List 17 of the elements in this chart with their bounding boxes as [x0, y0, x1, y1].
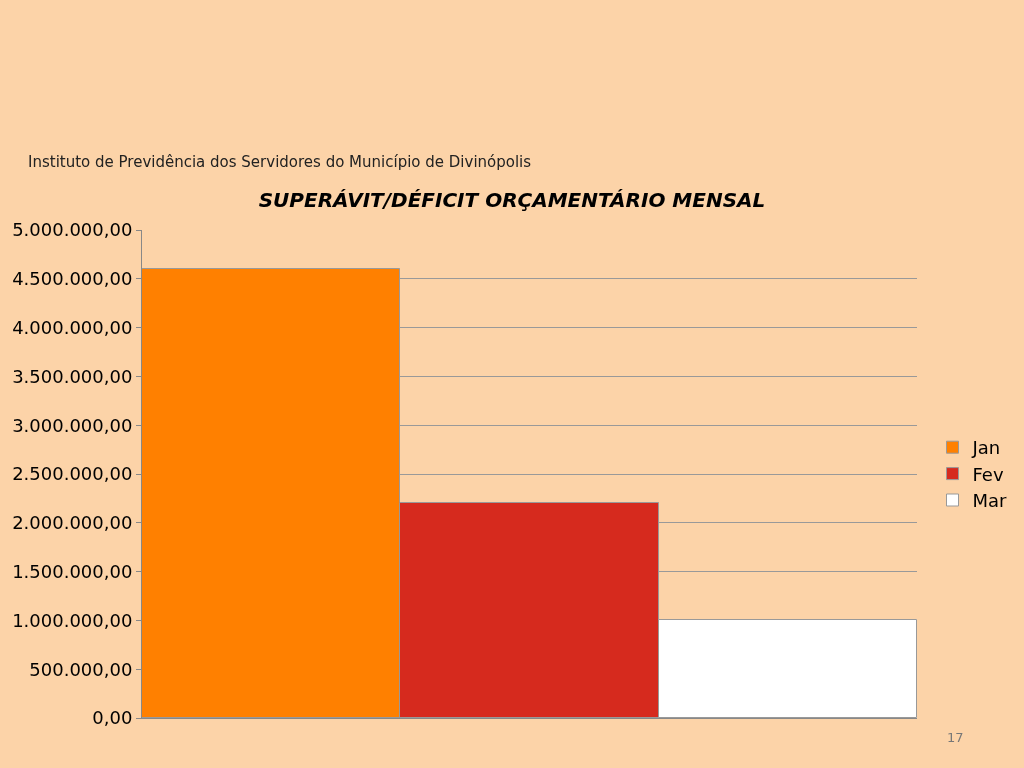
y-tick-label: 2.000.000,00: [12, 512, 133, 534]
text: Instituto de Previdência dos Servidores do Município de Divinópolis: [28, 153, 532, 171]
y-tick-label: 4.500.000,00: [12, 268, 133, 290]
legend-label: Mar: [972, 490, 1008, 512]
y-tick-label: 3.000.000,00: [12, 414, 133, 436]
y-tick-label: 2.500.000,00: [12, 463, 133, 485]
y-tick-label: 500.000,00: [29, 658, 133, 680]
chart-title: SUPERÁVIT/DÉFICIT ORÇAMENTÁRIO MENSAL: [258, 187, 766, 212]
y-tick-label: 3.500.000,00: [12, 365, 133, 387]
legend-label: Jan: [971, 437, 1001, 459]
text: 17: [947, 730, 964, 745]
y-tick-label: 4.000.000,00: [12, 316, 133, 338]
y-tick-label: 1.500.000,00: [12, 560, 133, 582]
y-tick-label: 0,00: [92, 707, 133, 729]
legend-label: Fev: [972, 463, 1004, 485]
y-tick-label: 5.000.000,00: [12, 219, 133, 241]
y-tick-label: 1.000.000,00: [12, 609, 133, 631]
